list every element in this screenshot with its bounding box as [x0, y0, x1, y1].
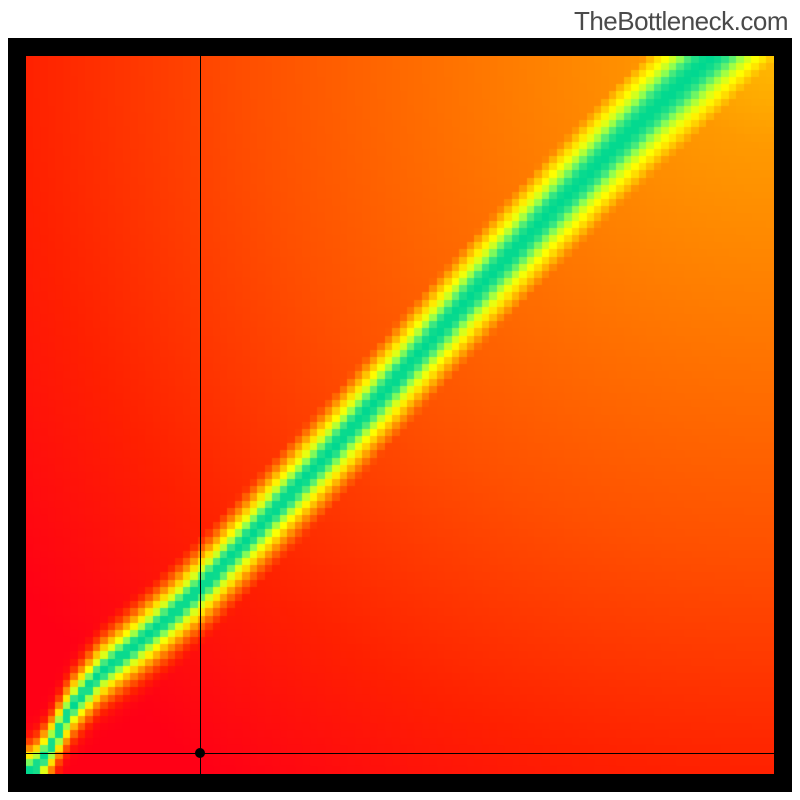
crosshair-horizontal: [26, 753, 774, 754]
watermark-text: TheBottleneck.com: [574, 6, 788, 37]
heatmap-canvas: [26, 56, 774, 774]
selection-marker[interactable]: [195, 748, 205, 758]
plot-area: [26, 56, 774, 774]
chart-frame: [8, 38, 792, 792]
crosshair-vertical: [200, 56, 201, 774]
